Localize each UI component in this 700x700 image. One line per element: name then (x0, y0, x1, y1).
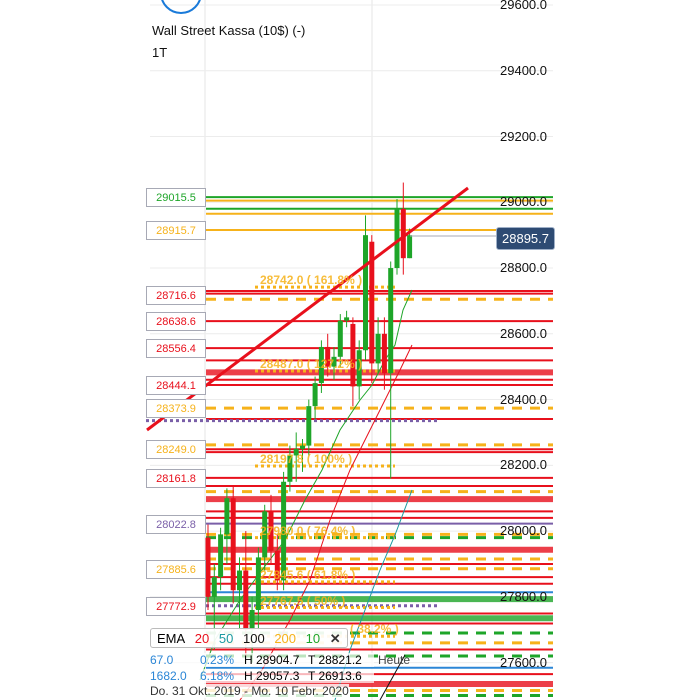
candle-body (287, 455, 293, 482)
candle-body (394, 208, 400, 269)
candle-body (274, 550, 280, 581)
candle-body (325, 346, 331, 367)
candles (205, 182, 413, 663)
candle-body (211, 577, 217, 597)
ema-period[interactable]: 200 (274, 631, 297, 646)
level-price-label[interactable]: 28022.8 (146, 514, 206, 534)
axis-tick-label: 28600.0 (500, 325, 547, 341)
candle-body (306, 406, 312, 446)
candle-body (369, 241, 375, 364)
axis-tick-label: 27600.0 (500, 654, 547, 670)
candle-body (388, 268, 394, 374)
axis-tick-label: 29000.0 (500, 194, 547, 210)
ema-legend[interactable]: EMA 20 50 100 200 10 ✕ (150, 628, 348, 648)
ema-period[interactable]: 50 (218, 631, 234, 646)
candle-body (400, 208, 406, 259)
change-value: 1682.0 (150, 669, 187, 683)
axis-tick-label: 29600.0 (500, 0, 547, 12)
ema-period[interactable]: 100 (242, 631, 265, 646)
candle-body (237, 570, 242, 591)
level-price-label[interactable]: 28249.0 (146, 440, 206, 460)
candle-body (407, 235, 413, 259)
axis-tick-label: 29400.0 (500, 62, 547, 78)
candle-body (224, 498, 230, 535)
low-value: T 26913.6 (308, 669, 362, 683)
level-price-label[interactable]: 28444.1 (146, 376, 206, 396)
fibonacci-label: ( 38.2% ) (350, 622, 399, 637)
fibonacci-label: 27767.5 ( 50% ) (260, 593, 346, 608)
level-price-label[interactable]: 28373.9 (146, 399, 206, 419)
candle-body (312, 383, 318, 407)
candle-body (363, 235, 368, 351)
change-percent: 6.18% (200, 669, 235, 683)
candle-body (350, 323, 356, 387)
axis-tick-label: 28200.0 (500, 457, 547, 473)
timeframe-label[interactable]: 1T (152, 45, 168, 60)
level-price-label[interactable]: 28716.6 (146, 286, 206, 306)
info-row-today: 67.0 0.23% H 28904.7 T 28821.2 (150, 653, 374, 667)
change-percent: 0.23% (200, 653, 235, 667)
candle-body (344, 317, 350, 321)
axis-tick-label: 27800.0 (500, 588, 547, 604)
fibonacci-label: 28197.8 ( 100% ) (260, 452, 353, 467)
instrument-title: Wall Street Kassa (10$) (-) (152, 23, 306, 38)
candle-body (293, 448, 299, 456)
candle-body (249, 609, 255, 630)
candle-body (205, 537, 211, 597)
fibonacci-label: 27845.6 ( 61.8% ) (260, 567, 356, 582)
axis-tick-label: 28000.0 (500, 523, 547, 539)
candle-body (262, 511, 268, 558)
axis-tick-label: 28800.0 (500, 260, 547, 276)
candle-body (268, 511, 274, 551)
level-price-label[interactable]: 28638.6 (146, 312, 206, 332)
ema-period[interactable]: 20 (194, 631, 210, 646)
candle-body (375, 333, 381, 364)
fibonacci-label: 28742.0 ( 161.8% ) (260, 273, 363, 288)
candle-body (337, 320, 343, 357)
level-price-label[interactable]: 27772.9 (146, 596, 206, 616)
fibonacci-label: 27980.0 ( 76.4% ) (260, 523, 356, 538)
candle-body (255, 557, 261, 610)
ema-period[interactable]: 10 (305, 631, 321, 646)
candle-body (300, 445, 305, 449)
today-label: Heute (378, 653, 411, 667)
candle-body (281, 481, 287, 581)
horizontal-levels (146, 196, 553, 697)
high-value: H 29057.3 (244, 669, 300, 683)
level-price-label[interactable]: 29015.5 (146, 188, 206, 208)
close-icon[interactable]: ✕ (329, 631, 341, 646)
candle-body (218, 534, 224, 578)
level-price-label[interactable]: 28161.8 (146, 468, 206, 488)
fibonacci-label: 28487.0 ( 127.2% ) (260, 356, 363, 371)
candle-body (331, 356, 337, 367)
candle-body (243, 570, 249, 630)
candle-body (318, 346, 324, 384)
change-value: 67.0 (150, 653, 174, 667)
axis-tick-label: 29200.0 (500, 128, 547, 144)
current-price-badge: 28895.7 (496, 227, 555, 250)
level-price-label[interactable]: 28915.7 (146, 220, 206, 240)
candle-body (230, 498, 236, 591)
ema-label: EMA (157, 631, 186, 646)
info-row-range: 1682.0 6.18% H 29057.3 T 26913.6 (150, 669, 374, 683)
level-price-label[interactable]: 27885.6 (146, 559, 206, 579)
ema-100-line (379, 654, 406, 700)
axis-tick-label: 28400.0 (500, 391, 547, 407)
low-value: T 28821.2 (308, 653, 362, 667)
candle-body (356, 350, 362, 387)
high-value: H 28904.7 (244, 653, 300, 667)
date-range: Do. 31 Okt. 2019 - Mo. 10 Febr. 2020 (150, 684, 349, 698)
level-price-label[interactable]: 28556.4 (146, 339, 206, 359)
candle-body (381, 333, 387, 374)
